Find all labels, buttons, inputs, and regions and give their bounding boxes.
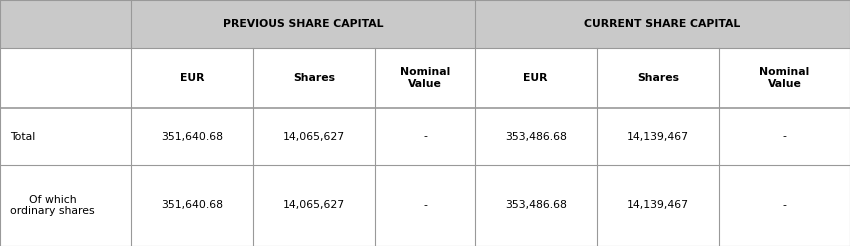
Text: 14,139,467: 14,139,467 bbox=[626, 200, 689, 210]
Text: 353,486.68: 353,486.68 bbox=[505, 200, 567, 210]
Text: EUR: EUR bbox=[180, 73, 204, 83]
Bar bbox=[719, 108, 850, 165]
Bar bbox=[253, 165, 376, 246]
Text: Of which
ordinary shares: Of which ordinary shares bbox=[10, 195, 95, 216]
Bar bbox=[474, 0, 850, 48]
Text: Nominal
Value: Nominal Value bbox=[400, 67, 451, 89]
Bar bbox=[131, 108, 253, 165]
Bar bbox=[0, 48, 131, 108]
Text: PREVIOUS SHARE CAPITAL: PREVIOUS SHARE CAPITAL bbox=[223, 19, 383, 29]
Bar bbox=[0, 108, 131, 165]
Bar bbox=[253, 48, 376, 108]
Bar bbox=[474, 108, 597, 165]
Bar bbox=[131, 0, 474, 48]
Text: 351,640.68: 351,640.68 bbox=[162, 200, 224, 210]
Text: 14,065,627: 14,065,627 bbox=[283, 132, 345, 141]
Bar bbox=[131, 48, 253, 108]
Bar bbox=[474, 165, 597, 246]
Text: 14,065,627: 14,065,627 bbox=[283, 200, 345, 210]
Bar bbox=[0, 165, 131, 246]
Text: -: - bbox=[423, 132, 427, 141]
Bar bbox=[0, 0, 131, 48]
Text: 14,139,467: 14,139,467 bbox=[626, 132, 689, 141]
Bar bbox=[719, 48, 850, 108]
Text: -: - bbox=[783, 200, 786, 210]
Text: Shares: Shares bbox=[637, 73, 679, 83]
Text: Shares: Shares bbox=[293, 73, 335, 83]
Bar bbox=[719, 165, 850, 246]
Bar bbox=[597, 48, 719, 108]
Text: -: - bbox=[423, 200, 427, 210]
Bar bbox=[253, 108, 376, 165]
Text: 353,486.68: 353,486.68 bbox=[505, 132, 567, 141]
Bar bbox=[474, 48, 597, 108]
Text: 351,640.68: 351,640.68 bbox=[162, 132, 224, 141]
Text: Total: Total bbox=[10, 132, 36, 141]
Bar bbox=[376, 108, 474, 165]
Text: CURRENT SHARE CAPITAL: CURRENT SHARE CAPITAL bbox=[584, 19, 740, 29]
Bar bbox=[376, 165, 474, 246]
Text: EUR: EUR bbox=[524, 73, 548, 83]
Bar bbox=[597, 165, 719, 246]
Bar bbox=[597, 108, 719, 165]
Text: -: - bbox=[783, 132, 786, 141]
Bar bbox=[131, 165, 253, 246]
Text: Nominal
Value: Nominal Value bbox=[759, 67, 809, 89]
Bar bbox=[376, 48, 474, 108]
